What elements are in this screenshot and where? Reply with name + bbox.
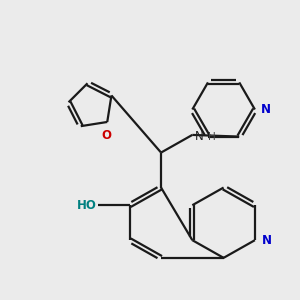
Text: N: N xyxy=(195,130,204,143)
Text: N: N xyxy=(260,103,270,116)
Text: O: O xyxy=(101,129,112,142)
Text: H: H xyxy=(208,132,215,142)
Text: N: N xyxy=(262,234,272,247)
Text: HO: HO xyxy=(77,199,97,212)
